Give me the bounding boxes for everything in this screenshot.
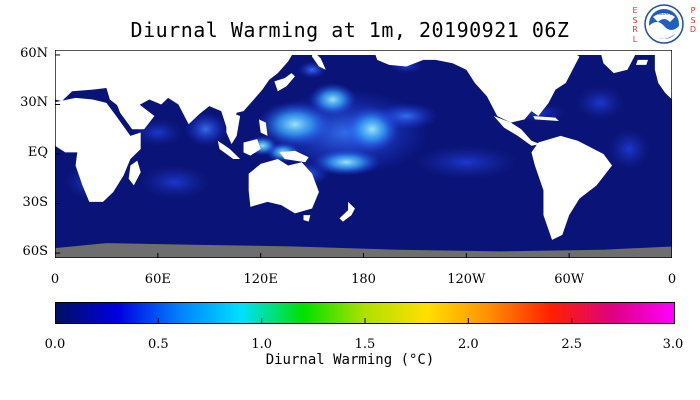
colorbar-tick-label: 1.0: [251, 337, 272, 352]
land-borneo: [243, 139, 261, 156]
lon-tick-label: 180: [351, 272, 376, 287]
colorbar-label: Diurnal Warming (°C): [265, 352, 435, 368]
warming-field: [65, 59, 650, 199]
lat-tick-label: 30N: [20, 95, 48, 111]
land-north-america: [423, 50, 580, 123]
colorbar-tick-label: 2.0: [457, 337, 479, 352]
map-title: Diurnal Warming at 1m, 20190921 06Z: [130, 18, 570, 42]
sea-ice: [55, 243, 672, 258]
land-africa: [55, 97, 141, 202]
lon-tick-label: 60W: [554, 272, 585, 287]
colorbar-tick-label: 3.0: [662, 337, 684, 352]
land-philippines: [258, 119, 268, 136]
land-south-america: [531, 135, 613, 240]
world-map: [55, 50, 672, 258]
lat-tick-label: 60S: [22, 244, 48, 260]
lat-tick-label: EQ: [27, 145, 48, 160]
land-cuba: [533, 116, 559, 121]
land-greenland: [600, 50, 638, 74]
lon-tick-label: 0: [667, 272, 677, 287]
land-masses: [55, 50, 672, 240]
colorbar: [55, 302, 675, 324]
land-alaska: [373, 50, 424, 67]
noaa-emblem-icon: NOAA: [644, 4, 684, 44]
colorbar-tick-label: 1.5: [354, 337, 376, 352]
land-arabia: [114, 99, 155, 130]
land-central-america: [493, 116, 541, 146]
land-kamchatka: [312, 50, 326, 70]
land-eurasia: [55, 50, 295, 133]
colorbar-tick-label: 0.5: [147, 337, 169, 352]
lon-tick-label: 60E: [144, 272, 171, 287]
lon-tick-label: 120W: [447, 272, 486, 287]
lon-tick-label: 0: [50, 272, 60, 287]
lon-tick-label: 120E: [243, 272, 278, 287]
lat-tick-label: 30S: [22, 194, 48, 210]
psd-letters: P S D: [689, 6, 697, 34]
land-iceland: [636, 59, 649, 65]
land-europe-west: [654, 50, 672, 100]
svg-text:NOAA: NOAA: [657, 11, 671, 17]
lat-tick-label: 60N: [20, 45, 48, 61]
colorbar-tick-label: 2.5: [561, 337, 582, 352]
esrl-psd-logo: E S R L NOAA P S D: [608, 4, 696, 46]
esrl-letters: E S R L: [632, 6, 638, 44]
land-tasmania: [303, 215, 311, 222]
land-new-zealand: [339, 201, 355, 222]
land-sumatra: [217, 140, 241, 159]
land-indochina: [226, 111, 241, 145]
land-madagascar: [128, 160, 141, 186]
land-new-guinea: [279, 150, 309, 163]
land-australia: [248, 158, 319, 214]
land-japan: [274, 73, 295, 92]
colorbar-tick-label: 0.0: [44, 337, 66, 352]
